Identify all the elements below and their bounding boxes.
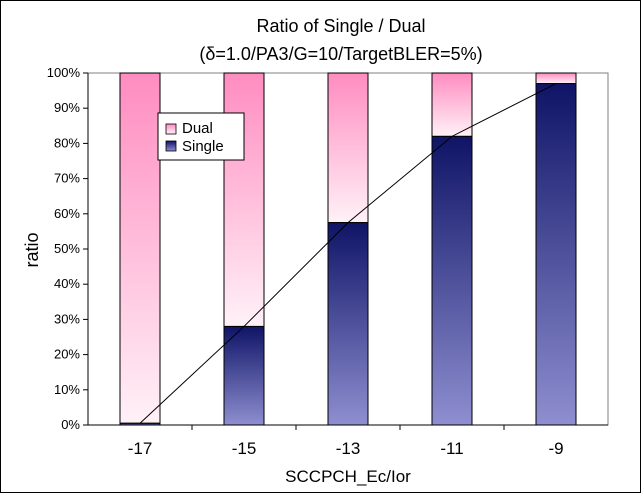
x-tick-label: -17 xyxy=(128,439,153,458)
legend: Dual Single xyxy=(157,112,245,161)
bar-dual xyxy=(431,72,473,137)
y-axis: 0% 10% 20% 30% 40% 50% 60% 70% 80% 90% 100% xyxy=(47,65,89,432)
y-tick-label: 40% xyxy=(54,276,80,291)
y-tick-label: 90% xyxy=(54,100,80,115)
y-tick-label: 100% xyxy=(47,65,81,80)
y-tick-label: 20% xyxy=(54,347,80,362)
bar-single xyxy=(223,325,265,426)
trend-line-group xyxy=(139,83,557,424)
x-tick-label: -11 xyxy=(440,439,463,458)
x-tick-label: -9 xyxy=(548,439,563,458)
chart-subtitle: (δ=1.0/PA3/G=10/TargetBLER=5%) xyxy=(199,44,482,64)
bar-dual xyxy=(535,72,577,85)
y-tick-label: 10% xyxy=(54,382,80,397)
legend-swatch-dual xyxy=(165,123,177,135)
y-tick-label: 0% xyxy=(61,417,80,432)
y-tick-label: 60% xyxy=(54,206,80,221)
y-axis-title: ratio xyxy=(22,232,42,267)
legend-label-dual: Dual xyxy=(182,120,213,137)
y-tick-label: 80% xyxy=(54,135,80,150)
y-tick-label: 30% xyxy=(54,311,80,326)
bar-single xyxy=(431,135,473,426)
bar-single xyxy=(535,83,577,426)
x-tick-label: -15 xyxy=(232,439,257,458)
bars xyxy=(119,72,577,426)
trend-line xyxy=(139,83,557,424)
bar-dual xyxy=(223,72,265,327)
x-tick-label: -13 xyxy=(336,439,361,458)
legend-box xyxy=(157,112,245,161)
x-axis-title: SCCPCH_Ec/Ior xyxy=(285,467,411,486)
chart-title: Ratio of Single / Dual xyxy=(256,16,425,36)
legend-swatch-single xyxy=(165,140,177,152)
legend-label-single: Single xyxy=(182,138,224,155)
x-axis: -17 -15 -13 -11 -9 xyxy=(88,424,608,458)
y-tick-label: 50% xyxy=(54,241,80,256)
y-tick-label: 70% xyxy=(54,171,80,186)
bar-dual xyxy=(327,72,369,224)
bar-single xyxy=(327,222,369,426)
bar-dual xyxy=(119,72,161,424)
